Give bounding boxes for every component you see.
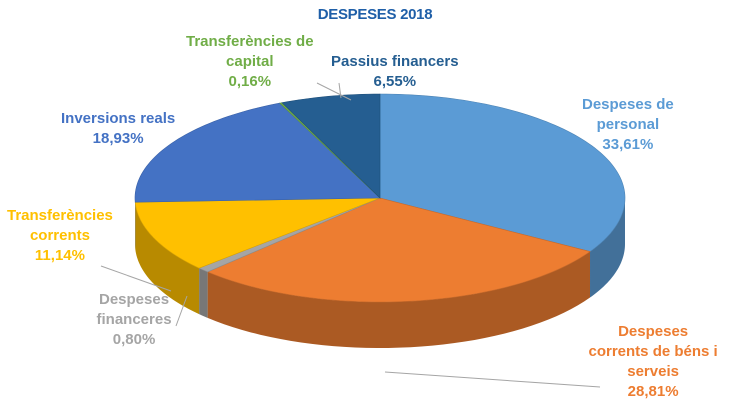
slice-name-2-0: Despeses — [98, 291, 170, 308]
slice-name-3-1: corrents — [29, 227, 90, 244]
slice-value-5: 0,16% — [228, 73, 272, 90]
slice-name-0-1: personal — [596, 116, 660, 133]
slice-value-0: 33,61% — [602, 136, 654, 153]
slice-value-3: 11,14% — [34, 247, 85, 264]
leader-line-6 — [338, 82, 342, 99]
slice-name-5-0: Transferències de — [186, 33, 314, 50]
pie-side-0 — [590, 198, 625, 298]
pie-slice-6 — [281, 93, 381, 199]
leader-lines — [100, 82, 601, 388]
slice-label-1: Despeses corrents de béns i serveis 28,81% — [589, 322, 718, 402]
slice-name-6-0: Passius financers — [331, 53, 459, 70]
leader-line-2 — [175, 295, 188, 327]
slice-name-4-0: Inversions reals — [61, 110, 176, 127]
slice-value-2: 0,80% — [112, 331, 156, 348]
slice-name-0-0: Despeses de — [582, 96, 674, 113]
pie-slice-4 — [134, 102, 381, 203]
slice-value-4: 18,93% — [92, 130, 144, 147]
pie-side-3 — [135, 202, 200, 315]
slice-label-6: Passius financers 6,55% — [331, 52, 459, 92]
pie-slice-0 — [379, 93, 626, 252]
slice-value-6: 6,55% — [373, 73, 417, 90]
slice-name-3-0: Transferències — [7, 207, 113, 224]
pie-slices — [134, 93, 626, 303]
slice-name-1-0: Despeses — [618, 323, 689, 340]
slice-name-1-2: serveis — [627, 363, 679, 380]
pie-slice-3 — [134, 197, 381, 269]
pie-side-2 — [199, 268, 208, 318]
pie-side-walls — [135, 198, 625, 348]
slice-label-3: Transferències corrents 11,14% — [7, 206, 113, 266]
pie-side-1 — [207, 251, 591, 348]
pie-slice-1 — [206, 197, 591, 303]
slice-name-2-1: financeres — [96, 311, 172, 328]
slice-label-4: Inversions reals 18,93% — [61, 109, 175, 149]
slice-name-5-1: capital — [226, 53, 274, 70]
leader-line-5 — [316, 82, 352, 101]
chart-title: DESPESES 2018 — [317, 6, 433, 23]
slice-name-1-1: corrents de béns i — [588, 343, 718, 360]
slice-value-1: 28,81% — [627, 383, 679, 400]
slice-label-0: Despeses de personal 33,61% — [582, 95, 674, 155]
leader-line-1 — [384, 371, 601, 388]
leader-line-3 — [100, 265, 172, 292]
slice-label-2: Despeses financeres 0,80% — [97, 290, 172, 350]
slice-label-5: Transferències de capital 0,16% — [186, 32, 314, 92]
